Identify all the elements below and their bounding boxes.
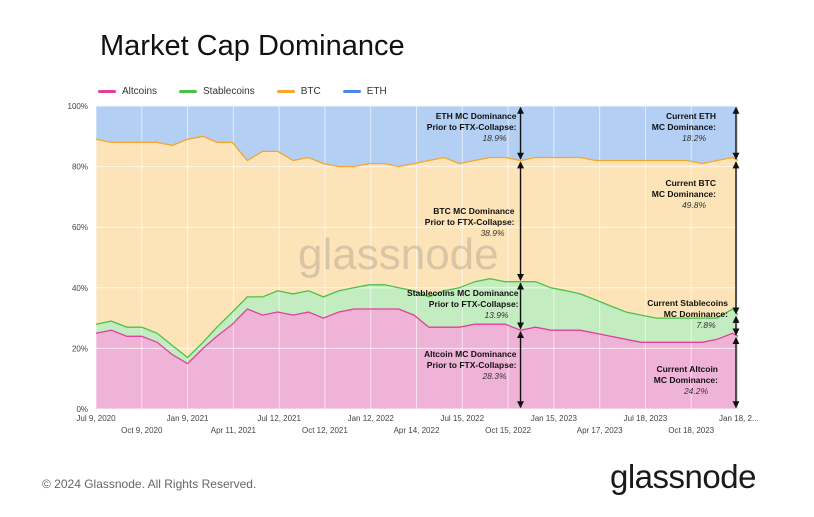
annotation-label: Altcoin MC Dominance	[424, 349, 517, 359]
annotation-label: MC Dominance:	[652, 189, 716, 199]
area-stablecoins	[96, 278, 738, 364]
chart-title: Market Cap Dominance	[100, 30, 405, 62]
legend-item-eth[interactable]: ETH	[342, 85, 387, 97]
y-tick-label: 60%	[72, 223, 88, 232]
annotation-value: 28.3%	[481, 371, 507, 381]
annotation-label: MC Dominance:	[652, 122, 716, 132]
legend-item-altcoins[interactable]: Altcoins	[98, 86, 157, 97]
annotation-label: Current ETH	[666, 111, 716, 121]
annotation-value: 13.9%	[484, 310, 509, 320]
x-tick-label: Apr 17, 2023	[577, 426, 623, 435]
annotation-label: Current Stablecoins	[647, 298, 728, 308]
line-stablecoins	[95, 278, 739, 359]
annotation-value: 38.9%	[480, 228, 505, 238]
x-tick-label: Jul 18, 2023	[624, 414, 668, 423]
copyright-footer: © 2024 Glassnode. All Rights Reserved.	[42, 477, 257, 491]
annotation-value: 18.2%	[682, 133, 707, 143]
x-tick-label: Jul 15, 2022	[440, 414, 484, 423]
y-tick-label: 20%	[72, 344, 88, 353]
legend-swatch	[98, 89, 116, 93]
y-tick-label: 100%	[68, 102, 88, 111]
x-tick-label: Jul 12, 2021	[257, 414, 301, 423]
annotation-label: ETH MC Dominance	[436, 111, 517, 121]
gridlines	[95, 105, 740, 410]
x-tick-label: Apr 14, 2022	[394, 426, 440, 435]
legend-item-btc[interactable]: BTC	[276, 85, 321, 97]
glassnode-logo: glassnode	[610, 458, 756, 495]
annotation-label: Prior to FTX-Collapse:	[429, 299, 519, 309]
annotation-label: MC Dominance:	[664, 309, 728, 319]
legend-label: ETH	[366, 85, 387, 97]
x-tick-label: Jan 9, 2021	[167, 414, 209, 423]
dominance-arrows	[517, 106, 740, 409]
y-tick-label: 80%	[72, 163, 88, 172]
annotation-label: Prior to FTX-Collapse:	[425, 217, 515, 227]
x-tick-label: Jan 18, 2...	[719, 414, 759, 423]
annotation-value: 18.9%	[482, 133, 507, 143]
legend-label: Altcoins	[122, 85, 158, 97]
annotation-value: 49.8%	[682, 200, 707, 210]
line-altcoins	[95, 308, 739, 365]
x-tick-label: Oct 12, 2021	[302, 426, 348, 435]
x-tick-label: Jul 9, 2020	[76, 414, 116, 423]
x-tick-label: Apr 11, 2021	[211, 426, 257, 435]
line-btc	[95, 135, 739, 168]
x-tick-label: Jan 12, 2022	[348, 414, 395, 423]
annotation-label: BTC MC Dominance	[433, 206, 515, 216]
annotation-label: Stablecoins MC Dominance	[407, 288, 519, 298]
legend-label: BTC	[300, 85, 321, 97]
legend: Altcoins Stablecoins BTC ETH	[98, 84, 409, 98]
legend-label: Stablecoins	[203, 85, 255, 97]
legend-item-stablecoins[interactable]: Stablecoins	[179, 86, 255, 97]
annotation-value: 24.2%	[683, 386, 709, 396]
axes: 0% 20% 40% 60% 80% 100% Jul 9, 2020 Jan 9, 2021…	[68, 102, 759, 435]
series-lines	[95, 135, 739, 365]
y-tick-label: 40%	[72, 284, 88, 293]
annotation-label: Prior to FTX-Collapse:	[427, 360, 517, 370]
annotation-label: Current Altcoin	[656, 364, 718, 374]
annotation-label: Prior to FTX-Collapse:	[427, 122, 517, 132]
x-tick-label: Oct 9, 2020	[121, 426, 163, 435]
x-tick-label: Oct 15, 2022	[485, 426, 531, 435]
legend-swatch	[179, 89, 198, 93]
annotation-value: 7.8%	[696, 320, 716, 330]
legend-swatch	[342, 89, 361, 93]
y-tick-label: 0%	[76, 405, 88, 414]
x-tick-label: Oct 18, 2023	[668, 426, 714, 435]
annotation-label: MC Dominance:	[654, 375, 718, 385]
x-tick-label: Jan 15, 2023	[531, 414, 578, 423]
annotation-label: Current BTC	[665, 178, 716, 188]
legend-swatch	[276, 89, 295, 93]
